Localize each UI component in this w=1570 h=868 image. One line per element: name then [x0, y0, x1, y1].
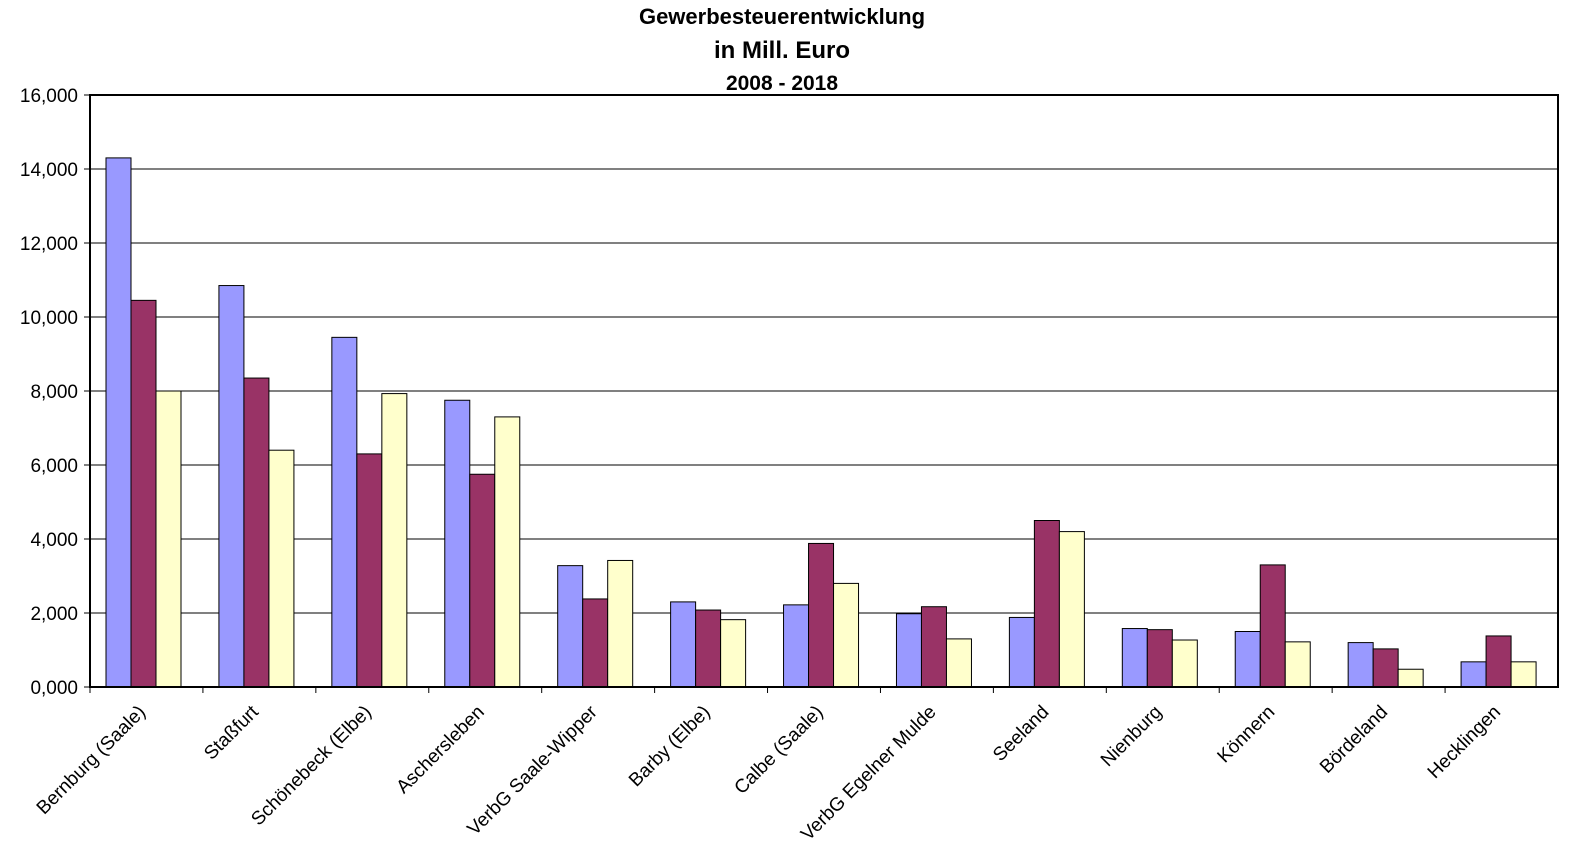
y-tick-label: 8,000 [30, 382, 78, 403]
bar [670, 601, 697, 688]
chart-title-line-3: 2008 - 2018 [726, 72, 838, 95]
y-tick-label: 6,000 [30, 456, 78, 477]
bar [105, 157, 132, 688]
bar [808, 542, 835, 688]
bar [444, 399, 471, 688]
bar [331, 336, 358, 688]
bar [1146, 629, 1173, 688]
bar [494, 416, 521, 688]
y-tick-label: 12,000 [20, 234, 78, 255]
bar [218, 285, 245, 688]
bar [895, 613, 922, 688]
bar [1008, 616, 1035, 688]
bar [469, 473, 496, 688]
bar [1284, 641, 1311, 688]
x-category-label: Aschersleben [393, 702, 489, 798]
bar [243, 377, 270, 688]
bar [1397, 668, 1424, 688]
x-category-label: VerbG Saale-Wipper [464, 701, 603, 840]
bar [945, 638, 972, 688]
bar [130, 299, 157, 688]
x-category-label: Seeland [989, 702, 1053, 766]
x-category-label: Hecklingen [1424, 702, 1505, 783]
y-axis: 0,000 2,000 4,000 6,000 8,000 10,000 12,000 14,… [20, 86, 90, 699]
x-category-label: Nienburg [1097, 702, 1166, 771]
y-tick-label: 2,000 [30, 604, 78, 625]
x-category-label: Bernburg (Saale) [33, 702, 150, 819]
bar [783, 604, 810, 688]
bar [1033, 520, 1060, 688]
bar [695, 609, 722, 688]
bar [720, 619, 747, 688]
chart-title-line-2: in Mill. Euro [714, 37, 850, 64]
bar [1485, 635, 1512, 688]
bar [1058, 531, 1085, 688]
bar [1372, 648, 1399, 688]
bar [268, 449, 295, 688]
bar [557, 565, 584, 688]
bar [1171, 639, 1198, 688]
x-category-label: Calbe (Saale) [731, 702, 828, 799]
x-category-label: Könnern [1214, 702, 1280, 768]
bar [1259, 564, 1286, 688]
bars [105, 157, 1537, 688]
bar [920, 606, 947, 688]
bar [582, 598, 609, 688]
y-tick-label: 0,000 [30, 678, 78, 699]
y-tick-label: 16,000 [20, 86, 78, 107]
chart-title-line-1: Gewerbesteuerentwicklung [639, 4, 925, 29]
bar [155, 390, 182, 688]
y-tick-label: 10,000 [20, 308, 78, 329]
bar [1234, 631, 1261, 688]
x-category-label: Staßfurt [200, 701, 263, 764]
x-category-label: Bördeland [1316, 702, 1392, 778]
bar [833, 582, 860, 688]
bar [607, 559, 634, 688]
bar [1121, 628, 1148, 688]
x-category-label: Schönebeck (Elbe) [247, 702, 375, 830]
x-category-label: Barby (Elbe) [625, 702, 715, 792]
bar [381, 393, 408, 688]
bar [1460, 661, 1487, 688]
y-tick-label: 4,000 [30, 530, 78, 551]
bar [1347, 642, 1374, 688]
bar [1510, 661, 1537, 688]
y-tick-label: 14,000 [20, 160, 78, 181]
bar [356, 453, 383, 688]
